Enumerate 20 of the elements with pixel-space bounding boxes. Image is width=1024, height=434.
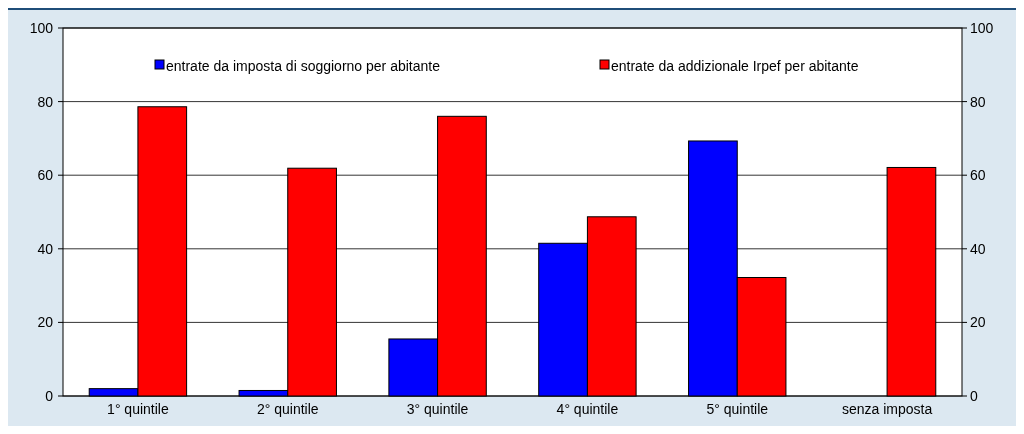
y2-tick-label: 0 <box>970 387 978 404</box>
y-tick-label: 40 <box>37 240 54 257</box>
y2-tick-label: 100 <box>970 19 994 36</box>
x-tick-label: 4° quintile <box>556 401 619 417</box>
y2-tick-label: 60 <box>970 167 986 184</box>
x-tick-label: 2° quintile <box>256 401 319 417</box>
y2-tick-label: 20 <box>970 314 986 331</box>
y2-tick-label: 40 <box>970 240 986 257</box>
y2-tick-label: 80 <box>970 93 986 110</box>
y-tick-label: 60 <box>37 167 54 184</box>
y-tick-label: 20 <box>37 314 54 331</box>
x-tick-label: senza imposta <box>841 401 933 417</box>
legend-label: entrate da imposta di soggiorno per abitante <box>166 57 441 74</box>
x-tick-label: 5° quintile <box>706 401 769 417</box>
y-tick-label: 80 <box>37 93 54 110</box>
x-tick-label: 1° quintile <box>107 401 169 417</box>
y-tick-label: 0 <box>45 387 54 404</box>
legend-label: entrate da addizionale Irpef per abitante <box>611 57 859 74</box>
x-tick-label: 3° quintile <box>406 401 469 417</box>
y-tick-label: 100 <box>29 19 54 36</box>
